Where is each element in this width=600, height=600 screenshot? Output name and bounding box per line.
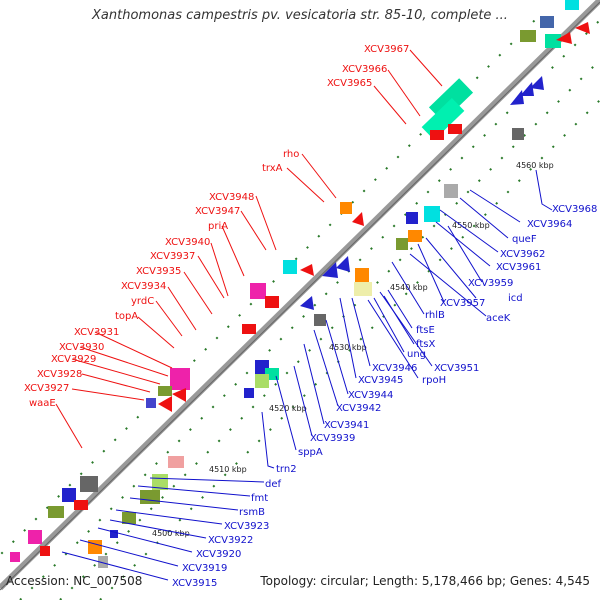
gene-label: XCV3967 bbox=[364, 44, 409, 55]
gene-label: XCV3944 bbox=[348, 390, 393, 401]
gene-label: XCV3957 bbox=[440, 298, 485, 309]
gene-label: XCV3915 bbox=[172, 578, 217, 589]
gene-label: XCV3941 bbox=[324, 420, 369, 431]
gene-label: XCV3931 bbox=[74, 327, 119, 338]
gene-label: XCV3937 bbox=[150, 251, 195, 262]
gene-label: XCV3919 bbox=[182, 563, 227, 574]
gene-label: XCV3934 bbox=[121, 281, 166, 292]
gene-label: XCV3966 bbox=[342, 64, 387, 75]
kbp-label: 4560 kbp bbox=[516, 161, 554, 170]
gene-label: XCV3951 bbox=[434, 363, 479, 374]
red-gene-labels: XCV3967 XCV3966 XCV3965 rho trxA XCV3948… bbox=[24, 44, 443, 449]
gene-label: rhlB bbox=[425, 310, 445, 321]
gene-label: rpoH bbox=[422, 375, 446, 386]
blue-gene-labels: XCV3968 XCV3964 queF XCV3962 XCV3961 icd… bbox=[61, 169, 597, 589]
gene-label: XCV3929 bbox=[51, 354, 96, 365]
features-forward bbox=[10, 0, 590, 562]
map-title: Xanthomonas campestris pv. vesicatoria s… bbox=[92, 8, 508, 23]
gene-label: rsmB bbox=[239, 507, 265, 518]
gene-label: XCV3946 bbox=[372, 363, 417, 374]
gene-label: XCV3940 bbox=[165, 237, 210, 248]
genome-summary-text: Topology: circular; Length: 5,178,466 bp… bbox=[260, 574, 590, 588]
gene-label: ung bbox=[407, 349, 426, 360]
gene-label: waaE bbox=[29, 398, 56, 409]
kbp-label: 4550 kbp bbox=[452, 221, 490, 230]
gene-label: def bbox=[265, 479, 282, 490]
gene-label: trxA bbox=[262, 163, 283, 174]
gene-label: yrdC bbox=[131, 296, 154, 307]
gene-label: XCV3927 bbox=[24, 383, 69, 394]
gene-label: priA bbox=[208, 221, 228, 232]
gene-label: queF bbox=[512, 234, 537, 245]
gene-label: XCV3947 bbox=[195, 206, 240, 217]
gene-label: XCV3962 bbox=[500, 249, 545, 260]
gene-label: XCV3965 bbox=[327, 78, 372, 89]
gene-label: aceK bbox=[486, 313, 511, 324]
gene-label: XCV3935 bbox=[136, 266, 181, 277]
guide-ticks bbox=[0, 14, 600, 600]
gene-label: XCV3942 bbox=[336, 403, 381, 414]
features-reverse bbox=[88, 76, 544, 568]
gene-label: XCV3945 bbox=[358, 375, 403, 386]
kbp-label: 4540 kbp bbox=[390, 283, 428, 292]
gene-label: fmt bbox=[251, 493, 268, 504]
accession-text: Accession: NC_007508 bbox=[6, 574, 143, 588]
gene-label: ftsX bbox=[416, 339, 435, 350]
gene-label: icd bbox=[508, 293, 523, 304]
gene-label: XCV3930 bbox=[59, 342, 104, 353]
kbp-label: 4510 kbp bbox=[209, 465, 247, 474]
gene-label: rho bbox=[283, 149, 299, 160]
gene-label: XCV3961 bbox=[496, 262, 541, 273]
gene-label: XCV3920 bbox=[196, 549, 241, 560]
kbp-label: 4500 kbp bbox=[152, 529, 190, 538]
gene-label: XCV3968 bbox=[552, 204, 597, 215]
gene-label: XCV3959 bbox=[468, 278, 513, 289]
gene-label: XCV3948 bbox=[209, 192, 254, 203]
gene-label: ftsE bbox=[416, 325, 435, 336]
gene-label: sppA bbox=[298, 447, 323, 458]
gene-label: XCV3922 bbox=[208, 535, 253, 546]
gene-label: trn2 bbox=[276, 464, 297, 475]
kbp-label: 4530 kbp bbox=[329, 343, 367, 352]
gene-label: topA bbox=[115, 311, 138, 322]
kbp-label: 4520 kbp bbox=[269, 404, 307, 413]
gene-label: XCV3964 bbox=[527, 219, 572, 230]
gene-label: XCV3939 bbox=[310, 433, 355, 444]
gene-label: XCV3928 bbox=[37, 369, 82, 380]
kbp-scale: 4500 kbp 4510 kbp 4520 kbp 4530 kbp 4540… bbox=[152, 161, 554, 538]
gene-label: XCV3923 bbox=[224, 521, 269, 532]
